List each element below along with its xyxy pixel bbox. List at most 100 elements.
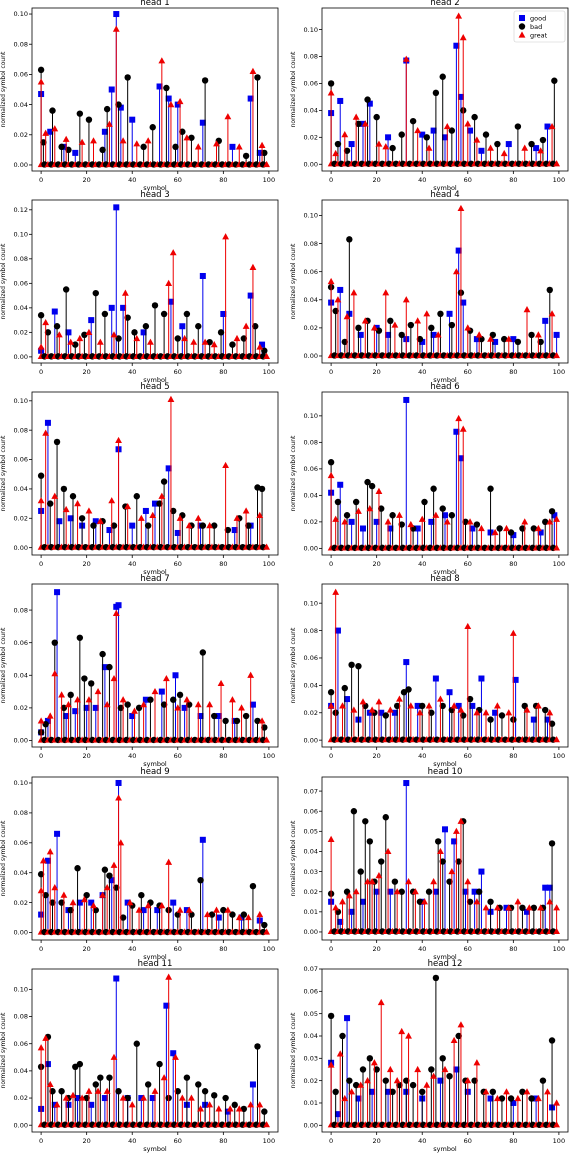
good-marker <box>88 899 95 906</box>
y-tick-label: 0.08 <box>304 53 318 61</box>
x-tick-label: 0 <box>329 945 333 953</box>
great-marker <box>368 706 376 713</box>
x-tick-label: 80 <box>219 176 227 184</box>
great-marker <box>263 1121 271 1128</box>
bad-marker <box>83 891 90 899</box>
good-marker <box>113 975 120 982</box>
plot-frame <box>31 391 279 556</box>
great-marker <box>90 137 97 144</box>
great-marker <box>434 331 442 338</box>
x-tick-label: 60 <box>174 560 182 568</box>
subplot-title: head 11 <box>138 959 173 969</box>
good-marker <box>373 518 380 525</box>
good-marker <box>108 877 115 884</box>
bad-marker <box>78 515 86 522</box>
series-great <box>37 794 264 933</box>
great-marker <box>464 878 472 885</box>
x-tick-label: 40 <box>128 752 136 760</box>
bad-marker <box>138 891 145 899</box>
great-marker <box>482 1088 490 1095</box>
great-marker <box>94 687 102 695</box>
bad-marker <box>224 526 232 534</box>
bad-marker <box>174 335 181 342</box>
bad-marker <box>498 712 506 719</box>
great-marker <box>194 701 202 708</box>
great-marker <box>224 113 232 120</box>
good-marker <box>199 272 206 279</box>
great-marker <box>213 140 220 147</box>
great-marker <box>339 702 346 709</box>
y-tick-label: 0.04 <box>304 107 318 115</box>
great-marker <box>377 998 385 1006</box>
good-marker <box>432 888 439 895</box>
bad-marker <box>124 74 131 81</box>
bad-marker <box>254 1043 261 1050</box>
great-marker <box>51 125 59 132</box>
bad-marker <box>115 1088 122 1095</box>
great-marker <box>37 887 45 894</box>
baseline-markers <box>327 927 561 935</box>
x-tick-label: 20 <box>373 368 381 376</box>
good-marker <box>487 1095 494 1102</box>
great-marker <box>76 334 84 342</box>
y-tick-label: 0.02 <box>14 899 28 907</box>
baseline-markers <box>37 736 271 744</box>
x-tick-label: 100 <box>553 560 565 568</box>
great-marker <box>423 1081 431 1088</box>
great-marker <box>224 906 232 913</box>
bad-marker <box>487 716 494 723</box>
great-marker <box>336 1050 344 1057</box>
good-marker <box>432 675 439 682</box>
x-tick-label: 60 <box>174 176 182 184</box>
bad-marker <box>346 1077 353 1084</box>
great-marker <box>210 341 218 348</box>
good-marker <box>259 341 266 348</box>
good-marker <box>478 868 485 875</box>
bad-marker <box>97 1074 104 1081</box>
bad-marker <box>439 702 446 710</box>
bad-marker <box>348 661 355 669</box>
great-marker <box>263 352 271 359</box>
good-marker <box>138 1095 145 1102</box>
great-marker <box>37 497 45 504</box>
subplot-5: head 5 0 20 40 60 80 100 0.00 0.02 0.04 0.06 0.08 0.… <box>0 382 279 576</box>
bad-marker <box>60 485 68 493</box>
x-tick-label: 40 <box>128 176 136 184</box>
great-marker <box>493 904 501 911</box>
great-marker <box>537 147 545 154</box>
bad-marker <box>548 720 556 727</box>
good-marker <box>113 11 120 18</box>
good-marker <box>344 696 351 703</box>
bad-marker <box>183 310 191 318</box>
bad-marker <box>387 317 394 325</box>
bad-marker <box>103 105 111 113</box>
bad-marker <box>471 1077 478 1084</box>
bad-marker <box>58 899 65 906</box>
great-marker <box>505 709 513 716</box>
bad-marker <box>405 686 412 693</box>
good-marker <box>478 147 485 154</box>
bad-marker <box>65 146 72 154</box>
good-marker <box>387 888 394 895</box>
good-marker <box>88 317 95 324</box>
subplot-title: head 4 <box>430 190 459 200</box>
x-tick-label: 60 <box>464 560 472 568</box>
bad-marker <box>343 512 351 519</box>
great-marker <box>42 318 50 326</box>
y-tick-label: 0.02 <box>304 324 318 332</box>
bad-marker <box>197 876 204 884</box>
great-marker <box>364 1077 371 1084</box>
good-marker <box>51 308 58 315</box>
great-marker <box>546 898 554 905</box>
great-marker <box>137 514 145 521</box>
good-marker <box>453 428 460 435</box>
x-tick-label: 0 <box>39 945 43 953</box>
bad-marker <box>110 522 118 529</box>
great-marker <box>332 149 340 157</box>
good-marker <box>385 1088 392 1095</box>
great-marker <box>487 335 494 342</box>
x-tick-label: 60 <box>464 176 472 184</box>
bad-marker <box>428 1066 435 1073</box>
great-marker <box>256 910 264 918</box>
great-marker <box>258 141 266 148</box>
